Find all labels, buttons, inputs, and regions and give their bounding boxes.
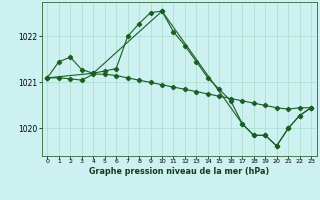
X-axis label: Graphe pression niveau de la mer (hPa): Graphe pression niveau de la mer (hPa): [89, 167, 269, 176]
